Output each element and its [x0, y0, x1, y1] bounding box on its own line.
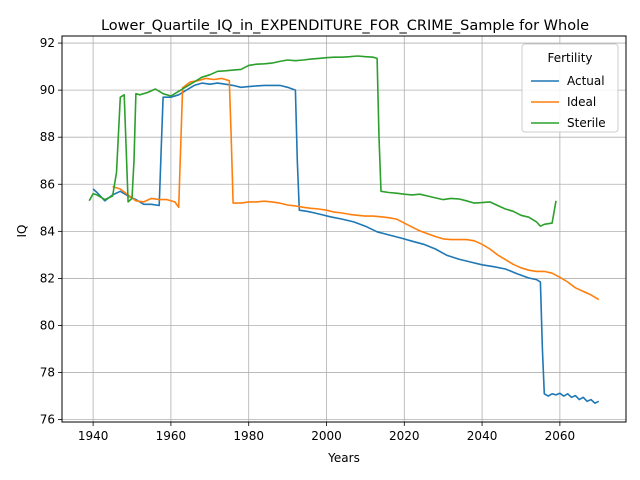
x-tick-label: 1980: [233, 429, 264, 443]
y-tick-label: 80: [40, 319, 55, 333]
x-axis-title: Years: [327, 451, 360, 465]
y-tick-label: 82: [40, 271, 55, 285]
axes-frame: [61, 35, 627, 423]
y-tick-label: 88: [40, 130, 55, 144]
legend-label-ideal: Ideal: [567, 95, 596, 109]
x-tick-label: 2040: [467, 429, 498, 443]
legend-label-actual: Actual: [567, 74, 605, 88]
y-tick-label: 90: [40, 83, 55, 97]
y-tick-label: 84: [40, 224, 55, 238]
y-tick-label: 92: [40, 36, 55, 50]
chart-title: Lower_Quartile_IQ_in_EXPENDITURE_FOR_CRI…: [101, 18, 589, 34]
x-tick-label: 2000: [311, 429, 342, 443]
y-tick-label: 86: [40, 177, 55, 191]
legend-items: Actual Ideal Sterile: [531, 74, 606, 130]
y-axis-title: IQ: [15, 225, 29, 238]
legend-box: [521, 43, 619, 133]
y-tick-label: 76: [40, 413, 55, 427]
legend: Fertility Actual Ideal Sterile: [521, 43, 619, 133]
series-lines: [88, 55, 600, 405]
legend-label-sterile: Sterile: [567, 116, 606, 130]
axis-ticks: 1940 1960 1980 2000 2020 2040 2060 76 78 80 82 84 86…: [40, 36, 575, 443]
x-tick-label: 1940: [78, 429, 109, 443]
legend-title: Fertility: [547, 51, 592, 65]
x-tick-label: 2060: [545, 429, 576, 443]
y-tick-label: 78: [40, 366, 55, 380]
series-line-ideal: [112, 77, 600, 301]
plot-area: 1940 1960 1980 2000 2020 2040 2060 76 78 80 82 84 86…: [40, 35, 627, 443]
x-tick-label: 2020: [389, 429, 420, 443]
x-tick-label: 1960: [156, 429, 187, 443]
series-line-actual: [92, 82, 600, 405]
series-line-sterile: [88, 55, 557, 227]
